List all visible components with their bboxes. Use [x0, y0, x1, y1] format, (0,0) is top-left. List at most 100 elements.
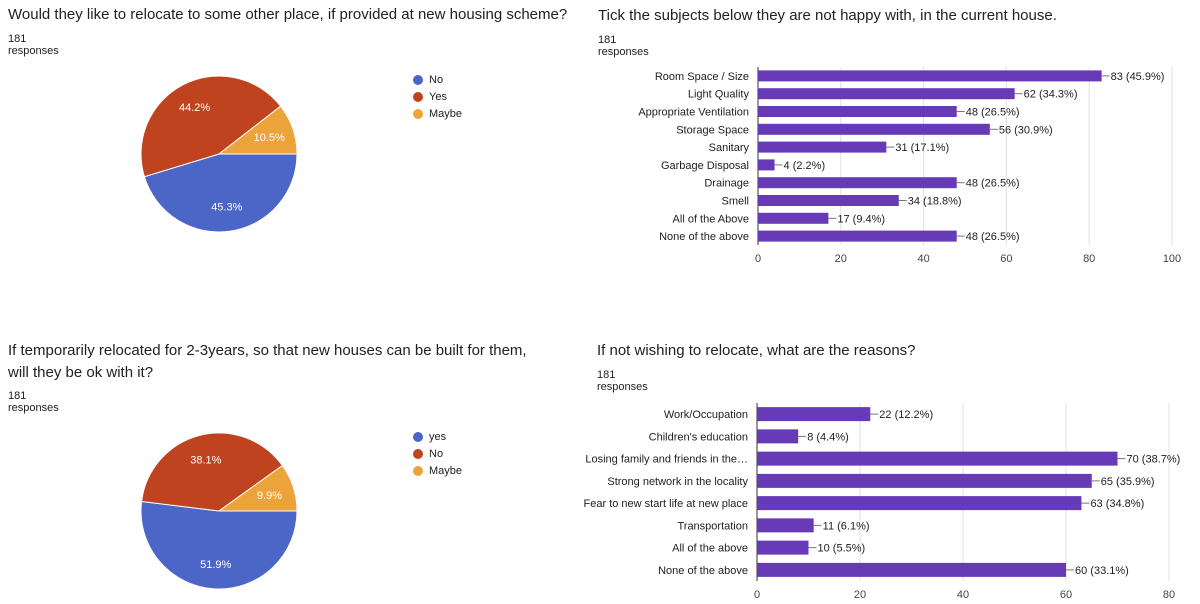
data-label: 65 (35.9%) [1101, 476, 1155, 488]
data-label: 48 (26.5%) [966, 178, 1020, 190]
pie-chart-relocate: 45.3% 44.2% 10.5% [140, 75, 298, 233]
response-count: 181 responses [8, 33, 59, 57]
bar [758, 230, 957, 242]
data-label: 17 (9.4%) [837, 213, 885, 225]
category-label: Storage Space [676, 124, 749, 136]
chart-title: If not wishing to relocate, what are the… [597, 342, 916, 359]
legend-swatch [413, 109, 423, 119]
bar [757, 473, 1092, 488]
legend-label: No [429, 74, 444, 86]
legend-label: yes [429, 431, 447, 443]
legend-swatch [413, 432, 423, 442]
legend-label: Maybe [429, 465, 463, 477]
pie-slice-label: 10.5% [254, 132, 285, 144]
bar [758, 70, 1102, 82]
category-label: Room Space / Size [655, 71, 749, 83]
category-label: Fear to new start life at new place [584, 498, 748, 510]
data-label: 34 (18.8%) [908, 196, 962, 208]
data-label: 62 (34.3%) [1024, 89, 1078, 101]
bar [758, 177, 957, 189]
pie-slice-label: 45.3% [211, 201, 242, 213]
legend-label: Yes [429, 91, 447, 103]
x-tick-label: 0 [755, 253, 761, 265]
data-label: 48 (26.5%) [966, 107, 1020, 119]
category-label: Appropriate Ventilation [638, 107, 749, 119]
data-label: 31 (17.1%) [895, 142, 949, 154]
data-label: 60 (33.1%) [1075, 565, 1129, 577]
pie-slice-label: 44.2% [179, 102, 210, 114]
category-label: Strong network in the locality [607, 476, 748, 488]
bar [757, 407, 871, 422]
legend-item-no: No [413, 448, 443, 460]
x-tick-label: 40 [957, 589, 969, 601]
legend-label: Maybe [429, 108, 463, 120]
legend-item-no: No [413, 74, 443, 86]
bar [758, 212, 829, 224]
bar [758, 123, 990, 135]
category-label: Work/Occupation [664, 409, 748, 421]
pie-slice-label: 51.9% [200, 559, 231, 571]
x-tick-label: 100 [1163, 253, 1181, 265]
x-tick-label: 60 [1060, 589, 1072, 601]
x-tick-label: 40 [917, 253, 929, 265]
data-label: 8 (4.4%) [807, 431, 849, 443]
data-label: 4 (2.2%) [784, 160, 826, 172]
data-label: 48 (26.5%) [966, 231, 1020, 243]
legend-swatch [413, 466, 423, 476]
category-label: None of the above [658, 565, 748, 577]
bar [757, 518, 814, 533]
bar [757, 540, 809, 555]
category-label: Drainage [704, 178, 749, 190]
data-label: 56 (30.9%) [999, 124, 1053, 136]
legend-item-yes: yes [413, 431, 446, 443]
data-label: 70 (38.7%) [1127, 454, 1181, 466]
pie-slice-yes [140, 75, 282, 178]
data-label: 22 (12.2%) [879, 409, 933, 421]
x-tick-label: 60 [1000, 253, 1012, 265]
category-label: Light Quality [688, 89, 750, 101]
x-tick-label: 20 [835, 253, 847, 265]
bar [757, 496, 1082, 511]
legend-label: No [429, 448, 444, 460]
category-label: All of the above [672, 543, 748, 555]
category-label: Losing family and friends in the… [585, 454, 748, 466]
pie-slice-yes [140, 500, 298, 590]
x-tick-label: 80 [1083, 253, 1095, 265]
chart-title: Would they like to relocate to some othe… [8, 6, 568, 23]
pie-slice-maybe [217, 105, 298, 155]
bar [758, 141, 887, 153]
chart-title: Tick the subjects below they are not hap… [598, 7, 1057, 24]
bar-chart-unhappy-subjects: 0 20 40 60 80 100 Room Space / Size 83 (45.9%) L… [638, 67, 1181, 265]
response-count: 181 responses [597, 369, 648, 393]
category-label: Children's education [649, 431, 748, 443]
category-label: All of the Above [673, 213, 749, 225]
bar [757, 451, 1118, 466]
response-count: 181 responses [598, 34, 649, 58]
pie-slice-label: 9.9% [257, 490, 282, 502]
category-label: Smell [721, 196, 749, 208]
category-label: None of the above [659, 231, 749, 243]
chart-title: If temporarily relocated for 2-3years, s… [8, 342, 527, 381]
bar [758, 195, 899, 206]
response-count: 181 responses [8, 390, 59, 414]
x-tick-label: 80 [1163, 589, 1175, 601]
x-tick-label: 20 [854, 589, 866, 601]
category-label: Transportation [677, 520, 748, 532]
pie-slice-no [143, 153, 298, 233]
category-label: Sanitary [709, 142, 750, 154]
pie-chart-temporary-relocation: 51.9% 38.1% 9.9% [140, 432, 298, 590]
legend-swatch [413, 449, 423, 459]
category-label: Garbage Disposal [661, 160, 749, 172]
pie-slice-maybe [217, 464, 298, 512]
legend-item-maybe: Maybe [413, 108, 462, 120]
bar [758, 106, 957, 117]
pie-slice-no [141, 432, 284, 512]
bar [757, 429, 799, 444]
x-tick-label: 0 [754, 589, 760, 601]
bar [758, 88, 1015, 100]
data-label: 63 (34.8%) [1090, 498, 1144, 510]
legend-item-maybe: Maybe [413, 465, 462, 477]
bar [758, 159, 775, 171]
data-label: 11 (6.1%) [823, 520, 870, 532]
